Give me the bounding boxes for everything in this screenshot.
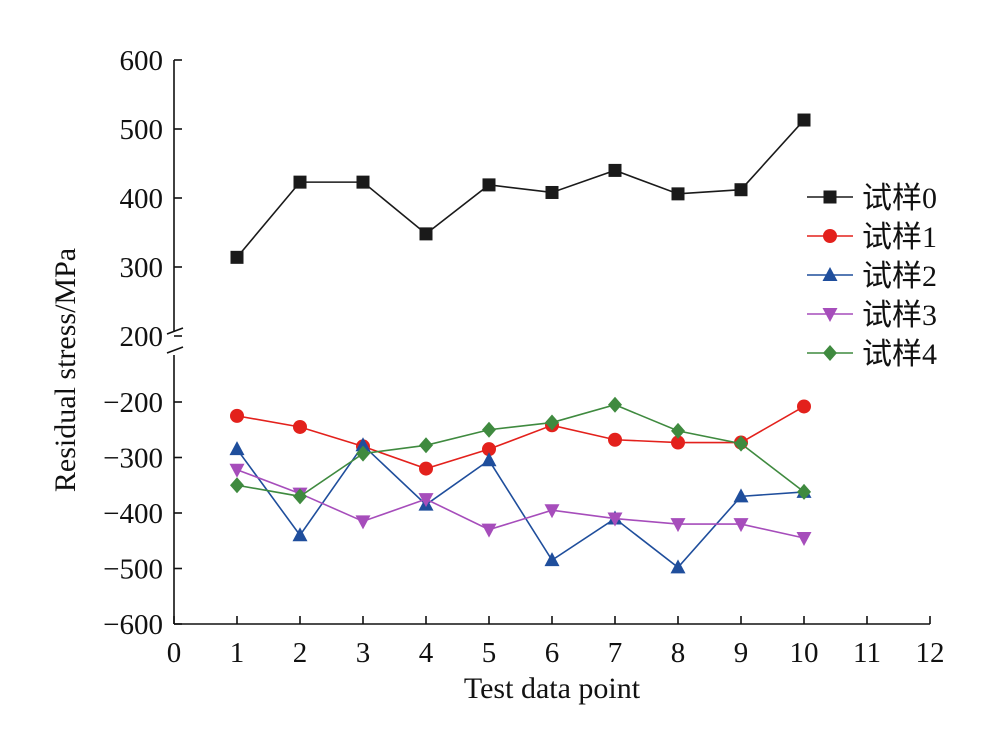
data-point	[734, 183, 748, 197]
legend-label: 试样0	[862, 182, 937, 215]
y-tick-label: −300	[103, 443, 163, 475]
data-point	[608, 396, 622, 413]
legend-label: 试样3	[862, 299, 937, 332]
data-point	[355, 437, 371, 452]
data-point	[419, 227, 433, 241]
data-point	[544, 552, 560, 567]
legend-label: 试样2	[862, 260, 937, 293]
series-4	[230, 396, 811, 505]
x-tick-label: 10	[790, 637, 819, 669]
legend-marker	[822, 267, 838, 281]
y-tick-label: 200	[120, 321, 164, 353]
legend-marker	[823, 229, 837, 243]
x-tick-label: 4	[419, 637, 434, 669]
y-tick-label: 600	[120, 45, 164, 77]
data-point	[355, 515, 371, 530]
data-point	[797, 113, 811, 127]
x-tick-label: 9	[734, 637, 749, 669]
x-tick-label: 1	[230, 637, 245, 669]
data-point	[356, 445, 370, 462]
data-point	[608, 163, 622, 177]
series-0	[230, 113, 811, 264]
data-point	[608, 432, 622, 447]
data-point	[733, 518, 749, 533]
series-line	[236, 119, 805, 258]
data-point	[733, 488, 749, 503]
legend-item-1: 试样1	[807, 221, 937, 254]
legend-marker	[823, 345, 837, 361]
legend-item-0: 试样0	[807, 182, 937, 215]
axes: 0 1 2 3 4 5 6 7 8 9 10 11 12200300400500600−200−300−…	[103, 45, 944, 669]
x-axis-title: Test data point	[464, 672, 641, 705]
x-tick-label: 7	[608, 637, 623, 669]
data-point	[481, 452, 497, 467]
data-point	[356, 175, 370, 189]
legend-label: 试样1	[862, 221, 937, 254]
series-line	[236, 468, 805, 539]
y-tick-label: −200	[103, 387, 163, 419]
x-tick-label: 11	[853, 637, 881, 669]
data-point	[482, 178, 496, 192]
data-point	[419, 437, 433, 454]
y-tick-label: −600	[103, 609, 163, 641]
y-tick-label: −500	[103, 554, 163, 586]
series-2	[229, 437, 812, 574]
y-tick-label: 300	[120, 252, 164, 284]
series-line	[236, 444, 805, 569]
data-point	[292, 527, 308, 542]
y-tick-label: 400	[120, 183, 164, 215]
data-point	[293, 488, 307, 505]
data-point	[545, 414, 559, 431]
data-point	[545, 185, 559, 199]
y-tick-label: −400	[103, 498, 163, 530]
x-tick-label: 3	[356, 637, 371, 669]
axis-break-mark	[166, 327, 184, 354]
legend-marker	[823, 190, 837, 204]
legend-label: 试样4	[862, 338, 937, 371]
data-point	[229, 463, 245, 478]
x-tick-label: 6	[545, 637, 560, 669]
data-point	[796, 531, 812, 546]
data-point	[734, 435, 748, 452]
data-point	[482, 442, 496, 457]
data-point	[418, 493, 434, 508]
legend-marker	[822, 308, 838, 322]
legend-item-2: 试样2	[807, 260, 937, 293]
x-tick-label: 5	[482, 637, 497, 669]
x-tick-label: 2	[293, 637, 308, 669]
x-tick-label: 12	[916, 637, 945, 669]
data-point	[419, 461, 433, 476]
data-point	[230, 477, 244, 494]
series-1	[230, 399, 811, 476]
series-line	[236, 405, 805, 470]
data-point	[230, 250, 244, 264]
data-point	[671, 187, 685, 201]
series-3	[229, 463, 812, 546]
series-layer	[229, 113, 812, 574]
x-tick-label: 0	[167, 637, 182, 669]
legend-item-3: 试样3	[807, 299, 937, 332]
data-point	[670, 518, 686, 533]
data-point	[481, 523, 497, 538]
series-line	[236, 403, 805, 498]
data-point	[544, 504, 560, 519]
data-point	[607, 512, 623, 527]
y-axis-title: Residual stress/MPa	[49, 248, 82, 492]
data-point	[230, 408, 244, 423]
data-point	[293, 419, 307, 434]
data-point	[797, 483, 811, 500]
data-point	[293, 175, 307, 189]
data-point	[671, 422, 685, 439]
data-point	[797, 399, 811, 414]
data-point	[671, 435, 685, 450]
data-point	[482, 421, 496, 438]
y-tick-label: 500	[120, 114, 164, 146]
data-point	[229, 441, 245, 456]
legend-item-4: 试样4	[807, 338, 937, 371]
data-point	[670, 559, 686, 574]
legend: 试样0 试样1 试样2 试样3 试样4	[807, 182, 937, 371]
x-tick-label: 8	[671, 637, 686, 669]
